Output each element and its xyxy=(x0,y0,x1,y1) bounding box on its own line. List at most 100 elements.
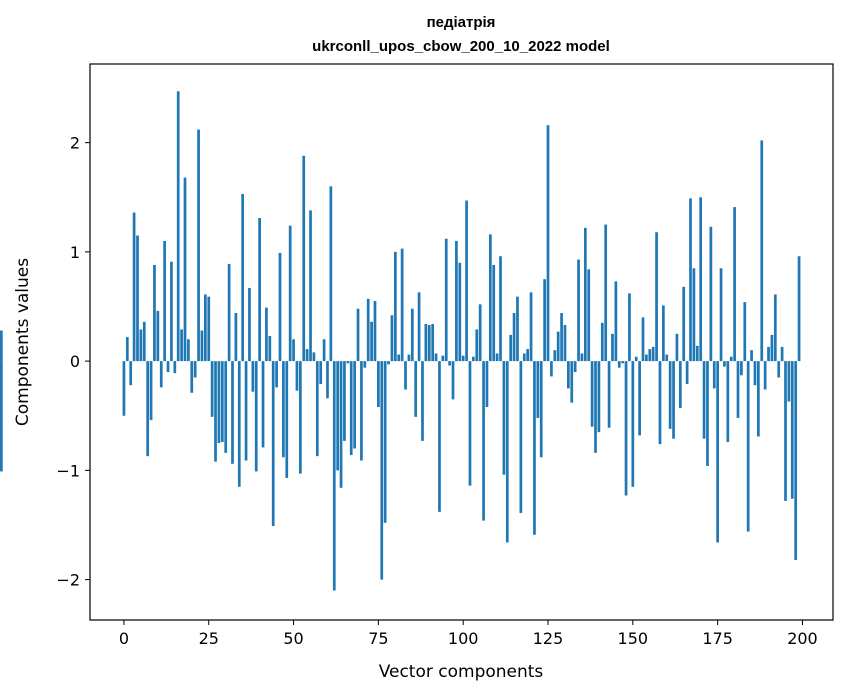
bar-144 xyxy=(611,333,614,362)
bar-100 xyxy=(461,355,465,362)
bar-81 xyxy=(397,354,401,362)
bar-178 xyxy=(726,361,730,442)
bar-128 xyxy=(556,331,560,362)
bar-94 xyxy=(441,355,445,362)
bar-161 xyxy=(668,361,672,429)
bar-9 xyxy=(153,264,156,362)
bar-143 xyxy=(607,361,611,428)
bar-186 xyxy=(753,361,757,386)
bar-175 xyxy=(716,361,719,543)
bar-111 xyxy=(499,256,502,362)
bar-29 xyxy=(220,361,224,442)
bar-67 xyxy=(349,361,353,456)
bar-154 xyxy=(645,354,648,362)
bar-169 xyxy=(695,345,699,362)
bar-23 xyxy=(200,330,204,362)
bar-undefined xyxy=(0,361,3,472)
bars-group xyxy=(0,91,801,591)
bar-95 xyxy=(444,238,448,362)
bar-58 xyxy=(319,361,323,385)
bar-108 xyxy=(488,234,492,362)
bar-22 xyxy=(197,129,200,362)
y-tick-label-2: 2 xyxy=(70,134,80,153)
bar-168 xyxy=(692,268,696,362)
bar-86 xyxy=(414,361,418,417)
bar-66 xyxy=(346,361,350,364)
bar-82 xyxy=(400,248,404,362)
bar-41 xyxy=(261,361,265,448)
bar-20 xyxy=(190,361,194,393)
bar-17 xyxy=(180,329,183,362)
bar-136 xyxy=(583,227,587,362)
bar-148 xyxy=(624,361,628,496)
bar-56 xyxy=(312,352,316,362)
bar-45 xyxy=(275,361,278,388)
bar-195 xyxy=(784,361,787,501)
bar-123 xyxy=(539,361,543,458)
bar-197 xyxy=(790,361,794,499)
bar-53 xyxy=(302,155,306,362)
bar-181 xyxy=(736,361,740,418)
bar-166 xyxy=(685,361,689,385)
bar-164 xyxy=(678,361,682,409)
bar-189 xyxy=(763,361,767,390)
bar-173 xyxy=(709,226,713,362)
bar-44 xyxy=(271,361,275,527)
y-tick-label--2: −2 xyxy=(56,571,80,590)
bar-33 xyxy=(234,313,238,362)
bar-159 xyxy=(662,305,665,362)
bar-180 xyxy=(733,207,736,362)
bar-26 xyxy=(210,361,214,417)
bar-70 xyxy=(360,361,363,461)
bar-134 xyxy=(577,259,580,362)
bar-62 xyxy=(332,361,336,591)
bar-129 xyxy=(560,313,563,362)
x-tick-label-100: 100 xyxy=(448,629,479,648)
bar-126 xyxy=(550,361,553,377)
bar-8 xyxy=(149,361,153,421)
bar-140 xyxy=(597,361,601,433)
x-axis-ticks: 0 25 50 75 100 125 150 175 200 xyxy=(119,620,818,648)
bar-48 xyxy=(285,361,289,478)
bar-38 xyxy=(251,361,255,392)
bar-198 xyxy=(794,361,798,560)
bar-21 xyxy=(193,361,197,378)
bar-109 xyxy=(492,264,496,362)
bar-192 xyxy=(773,294,777,362)
bar-55 xyxy=(309,210,312,362)
bar-149 xyxy=(628,293,631,362)
bar-102 xyxy=(468,361,472,486)
bar-104 xyxy=(475,329,479,362)
bar-139 xyxy=(594,361,597,453)
bar-117 xyxy=(519,361,523,513)
bar-185 xyxy=(750,350,753,362)
bar-69 xyxy=(356,308,360,362)
x-tick-label-50: 50 xyxy=(283,629,303,648)
bar-90 xyxy=(427,325,431,362)
bar-196 xyxy=(787,361,791,402)
bar-112 xyxy=(502,361,506,475)
y-axis-label: Components values xyxy=(13,258,33,426)
bar-71 xyxy=(363,361,367,368)
bar-142 xyxy=(604,224,608,362)
bar-156 xyxy=(651,346,655,362)
bar-19 xyxy=(187,339,190,362)
bar-47 xyxy=(282,361,285,458)
x-tick-label-0: 0 xyxy=(119,629,129,648)
bar-36 xyxy=(244,361,248,461)
bar-7 xyxy=(146,361,150,457)
bar-13 xyxy=(166,361,170,373)
bar-0 xyxy=(122,361,126,416)
bar-10 xyxy=(156,310,160,362)
bar-27 xyxy=(214,361,217,462)
bar-147 xyxy=(621,361,625,364)
bar-40 xyxy=(258,218,261,362)
bar-52 xyxy=(298,361,302,474)
bar-120 xyxy=(529,292,533,362)
bar-132 xyxy=(570,361,574,403)
bar-76 xyxy=(380,361,384,580)
y-tick-label-0: 0 xyxy=(70,352,80,371)
bar-18 xyxy=(183,177,187,362)
bar-135 xyxy=(580,353,584,362)
